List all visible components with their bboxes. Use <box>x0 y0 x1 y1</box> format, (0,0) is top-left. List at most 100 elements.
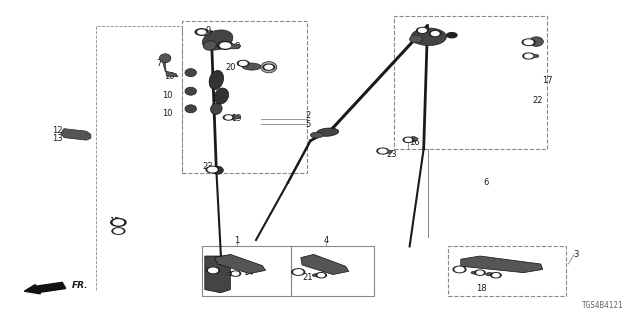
Text: 1: 1 <box>234 236 239 245</box>
Ellipse shape <box>410 137 417 142</box>
Circle shape <box>455 267 464 272</box>
Ellipse shape <box>204 41 216 50</box>
Ellipse shape <box>185 105 196 113</box>
Ellipse shape <box>211 103 222 114</box>
Text: 5: 5 <box>306 120 311 129</box>
Circle shape <box>491 273 501 278</box>
Text: 16: 16 <box>410 138 420 147</box>
Text: 22: 22 <box>532 96 543 105</box>
Text: 2: 2 <box>306 111 311 120</box>
Circle shape <box>522 39 535 45</box>
Circle shape <box>218 42 233 49</box>
Ellipse shape <box>312 274 320 276</box>
Circle shape <box>294 270 303 274</box>
Text: 13: 13 <box>52 134 63 143</box>
Ellipse shape <box>185 68 196 76</box>
Circle shape <box>265 65 273 69</box>
Ellipse shape <box>529 37 543 46</box>
Text: 4: 4 <box>324 236 329 245</box>
Circle shape <box>223 115 234 120</box>
Polygon shape <box>214 254 266 274</box>
Circle shape <box>263 64 275 70</box>
Circle shape <box>417 28 428 33</box>
Ellipse shape <box>317 128 339 136</box>
Text: 10: 10 <box>163 92 173 100</box>
Circle shape <box>379 149 387 153</box>
Text: 14: 14 <box>243 268 253 277</box>
Circle shape <box>206 166 219 173</box>
Circle shape <box>524 40 533 44</box>
Circle shape <box>225 116 232 119</box>
Ellipse shape <box>228 115 240 119</box>
Ellipse shape <box>242 63 261 70</box>
Circle shape <box>316 273 326 278</box>
Polygon shape <box>205 256 230 293</box>
Circle shape <box>403 137 413 142</box>
Ellipse shape <box>261 61 277 73</box>
Ellipse shape <box>310 132 323 138</box>
Circle shape <box>232 272 239 275</box>
Text: 7: 7 <box>156 60 161 68</box>
Text: 12: 12 <box>52 126 63 135</box>
Ellipse shape <box>214 88 228 104</box>
Circle shape <box>377 148 388 154</box>
Circle shape <box>111 219 126 226</box>
Circle shape <box>208 167 217 172</box>
Text: 6: 6 <box>484 178 489 187</box>
Text: 9: 9 <box>205 26 211 35</box>
Polygon shape <box>461 256 543 273</box>
Circle shape <box>431 32 439 36</box>
Circle shape <box>198 30 205 34</box>
Text: FR.: FR. <box>72 281 88 290</box>
Circle shape <box>429 31 441 36</box>
Circle shape <box>112 228 125 234</box>
Text: TGS4B4121: TGS4B4121 <box>582 301 624 310</box>
Circle shape <box>230 271 241 276</box>
Text: 21: 21 <box>302 273 312 282</box>
Circle shape <box>493 274 499 277</box>
Circle shape <box>453 266 466 273</box>
Circle shape <box>405 138 412 141</box>
Circle shape <box>292 269 305 275</box>
Ellipse shape <box>212 166 223 174</box>
Ellipse shape <box>199 32 211 36</box>
Polygon shape <box>161 57 178 77</box>
Ellipse shape <box>412 28 447 46</box>
Circle shape <box>195 29 208 35</box>
Ellipse shape <box>159 54 171 63</box>
Text: 11: 11 <box>264 63 274 72</box>
Polygon shape <box>61 129 91 140</box>
Polygon shape <box>301 254 349 275</box>
Text: 19: 19 <box>232 114 242 123</box>
Ellipse shape <box>185 87 196 95</box>
Text: 8: 8 <box>234 42 239 51</box>
Ellipse shape <box>531 54 539 58</box>
Ellipse shape <box>383 150 392 153</box>
Text: 10: 10 <box>163 109 173 118</box>
Circle shape <box>477 271 483 274</box>
Circle shape <box>525 54 532 58</box>
Ellipse shape <box>227 44 241 49</box>
Circle shape <box>523 53 534 59</box>
Text: 23: 23 <box>203 162 213 171</box>
Circle shape <box>419 28 426 32</box>
Ellipse shape <box>410 35 422 43</box>
Ellipse shape <box>209 70 223 90</box>
Ellipse shape <box>202 30 233 50</box>
Text: 20: 20 <box>225 63 236 72</box>
Circle shape <box>220 43 230 48</box>
Text: 18: 18 <box>476 284 486 293</box>
Circle shape <box>239 61 247 65</box>
Circle shape <box>237 60 249 66</box>
Circle shape <box>207 267 220 274</box>
Circle shape <box>114 229 123 233</box>
FancyArrow shape <box>24 282 66 294</box>
Text: 23: 23 <box>387 150 397 159</box>
Circle shape <box>475 270 485 275</box>
Ellipse shape <box>471 271 479 274</box>
Text: 10: 10 <box>164 72 175 81</box>
Circle shape <box>447 33 457 38</box>
Text: 15: 15 <box>109 217 119 226</box>
Circle shape <box>318 274 324 277</box>
Circle shape <box>209 268 218 273</box>
